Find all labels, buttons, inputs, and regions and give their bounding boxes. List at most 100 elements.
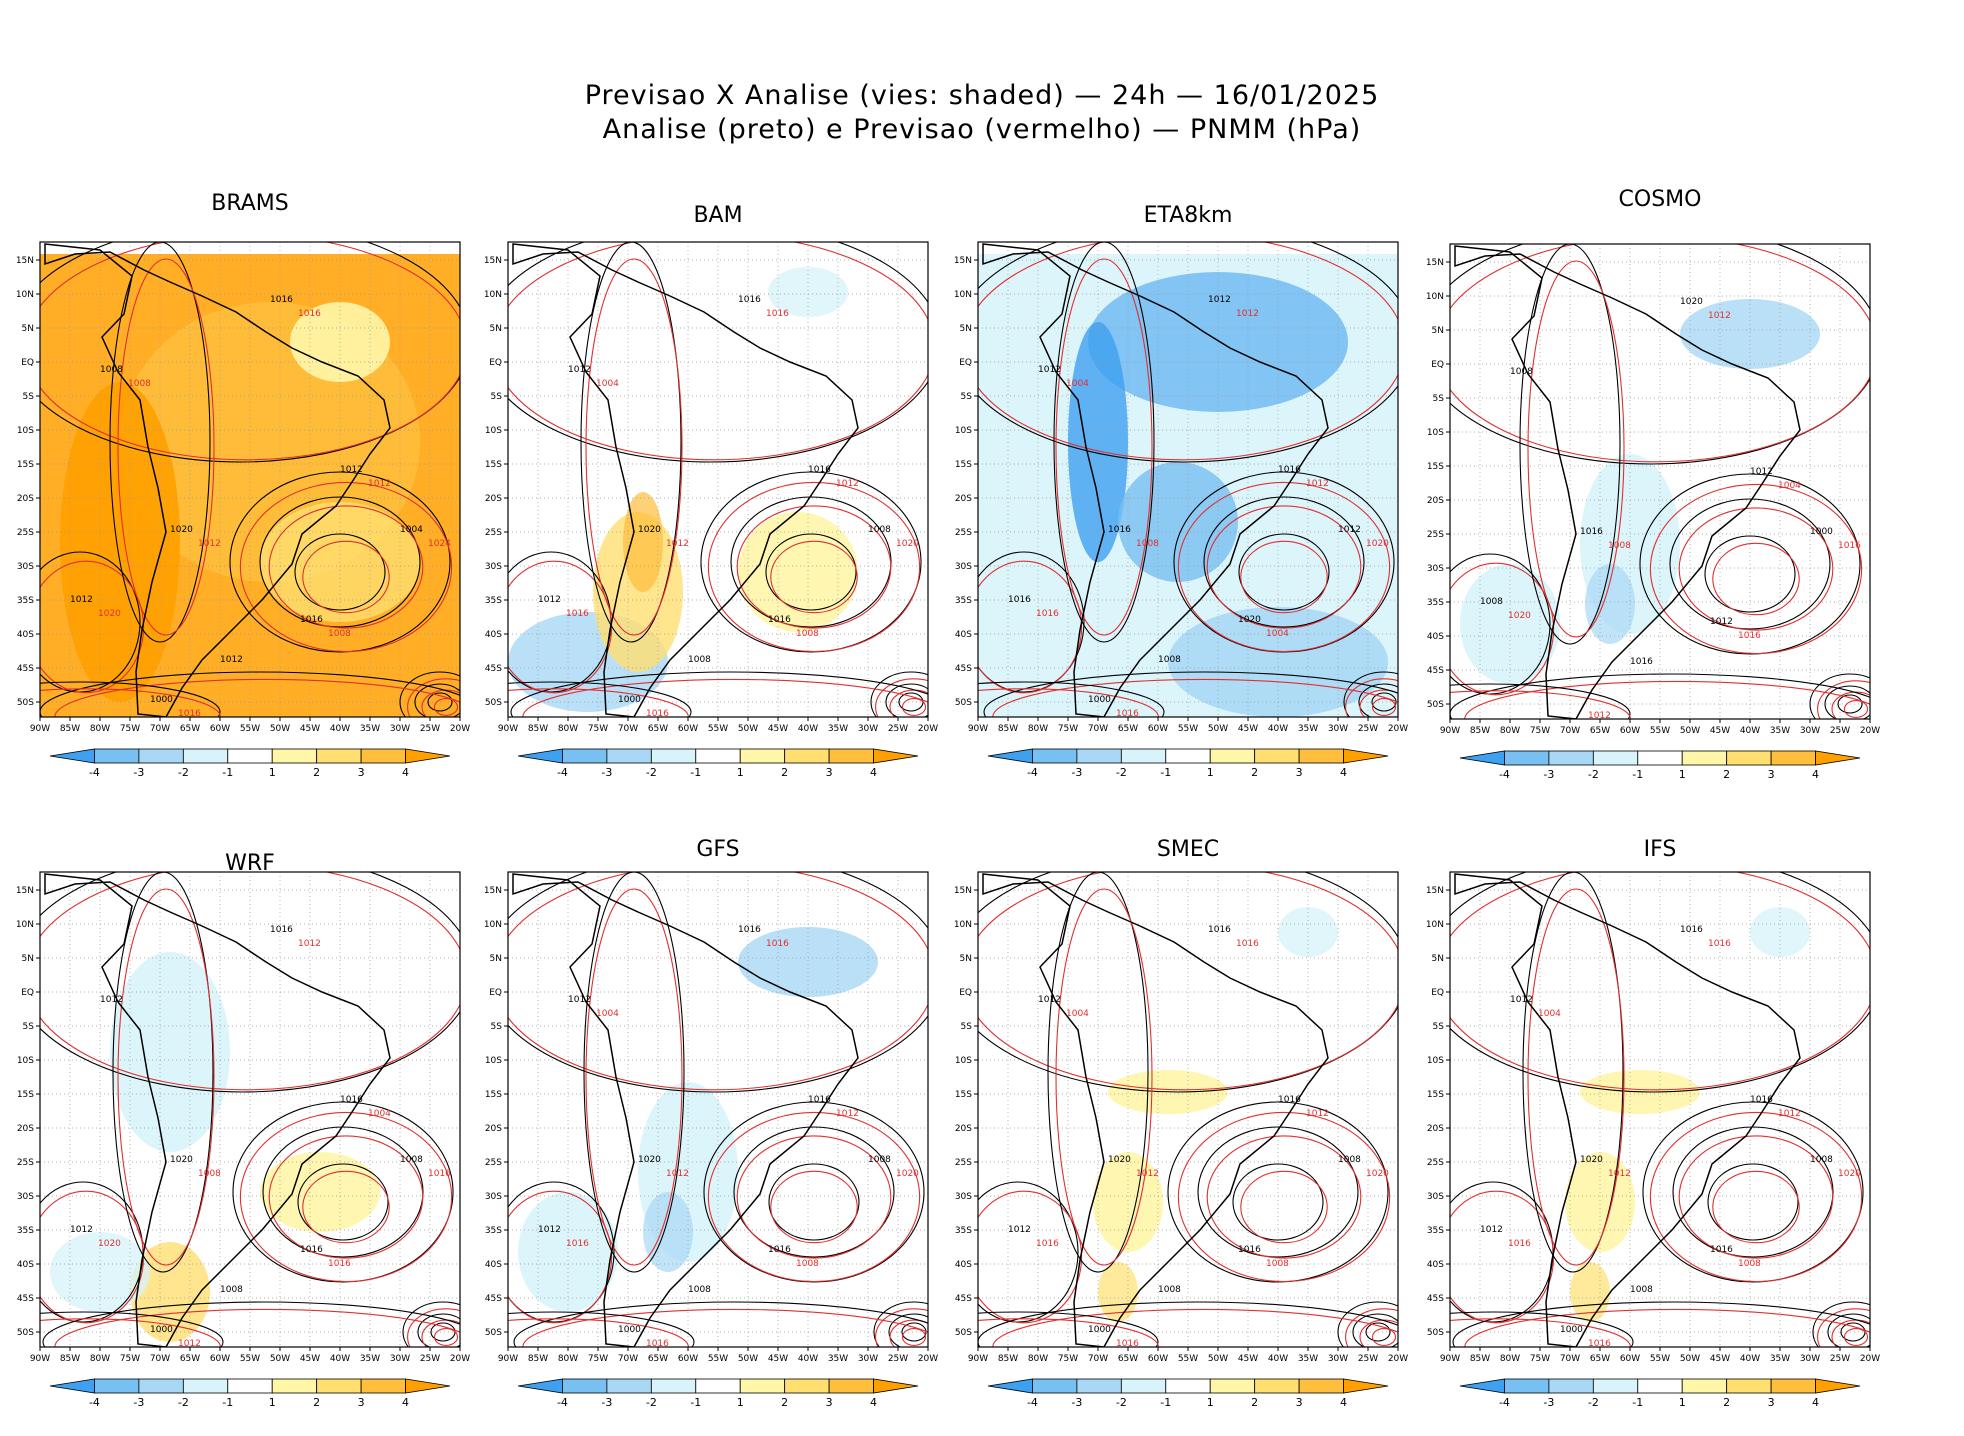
panel-plot-area: 1016 1012 1008 1016 1020 1016 1012 1008 1000 1016…	[508, 242, 928, 717]
forecast-isobar-label: 1020	[896, 539, 919, 549]
forecast-isobar	[889, 1319, 928, 1347]
forecast-isobar-label: 1012	[1306, 479, 1329, 489]
lon-tick-label: 30W	[858, 724, 878, 734]
lon-tick-label: 60W	[210, 1354, 230, 1364]
lat-tick-label: 5N	[22, 324, 34, 334]
analysis-isobar	[1450, 683, 1631, 719]
forecast-isobar	[433, 1327, 459, 1347]
colorbar-arrow-left	[1459, 1378, 1505, 1394]
lat-tick-label: 50S	[955, 1328, 972, 1338]
lon-tick-label: 75W	[120, 724, 140, 734]
lon-tick-label: 35W	[1770, 1354, 1790, 1364]
colorbar-label: 4	[1340, 1396, 1347, 1409]
analysis-isobar	[112, 872, 214, 1273]
analysis-isobar	[1358, 683, 1398, 717]
colorbar-label: -1	[222, 766, 233, 779]
forecast-isobar	[1678, 507, 1834, 631]
lon-tick-label: 50W	[738, 1354, 758, 1364]
lat-tick-label: 15S	[485, 460, 502, 470]
lon-tick-label: 25W	[1358, 1354, 1378, 1364]
lat-tick-label: 40S	[17, 1260, 34, 1270]
analysis-isobar	[1337, 1301, 1398, 1347]
analysis-isobar-label: 1000	[1560, 1325, 1583, 1335]
colorbar-label: -2	[1116, 766, 1127, 779]
colorbar: -4 -3 -2 -1 1 2 3 4	[987, 748, 1389, 779]
forecast-isobar	[1450, 244, 1870, 463]
colorbar-segment	[1120, 1378, 1167, 1394]
analysis-isobar-label: 1008	[1158, 655, 1181, 665]
colorbar-arrow-left	[987, 748, 1033, 764]
analysis-isobar	[1047, 872, 1149, 1273]
lon-tick-label: 20W	[1860, 1354, 1880, 1364]
forecast-isobar-label: 1012	[666, 1169, 689, 1179]
lon-tick-label: 60W	[1620, 726, 1640, 736]
lon-tick-label: 55W	[240, 724, 260, 734]
analysis-isobar	[1343, 671, 1398, 717]
colorbar-label: -3	[1071, 766, 1082, 779]
forecast-isobar-label: 1016	[1036, 1239, 1059, 1249]
colorbar-segment	[784, 748, 830, 764]
forecast-isobar-label: 1004	[1066, 1009, 1089, 1019]
lon-tick-label: 60W	[1620, 1354, 1640, 1364]
colorbar-segment	[1298, 748, 1344, 764]
lat-tick-label: 35S	[1427, 598, 1444, 608]
bias-blob	[260, 1152, 380, 1232]
colorbar-segment	[606, 1378, 652, 1394]
colorbar-arrow-left	[49, 748, 95, 764]
lat-tick-label: 10S	[17, 426, 34, 436]
colorbar-segment	[1254, 1378, 1300, 1394]
analysis-isobar	[870, 671, 928, 717]
colorbar-label: 2	[1251, 766, 1258, 779]
colorbar-label: -4	[89, 1396, 100, 1409]
lat-tick-label: 40S	[17, 630, 34, 640]
analysis-isobar-label: 1016	[808, 465, 831, 475]
forecast-isobar	[707, 1111, 921, 1283]
analysis-isobar-label: 1016	[1710, 1245, 1733, 1255]
analysis-isobar-label: 1000	[618, 1325, 641, 1335]
bias-blob	[110, 952, 230, 1152]
lat-tick-label: 35S	[485, 1226, 502, 1236]
lon-tick-label: 85W	[60, 1354, 80, 1364]
analysis-isobar	[259, 496, 421, 628]
lat-tick-label: 5N	[960, 954, 972, 964]
colorbar-label: -2	[1588, 1396, 1599, 1409]
analysis-isobar-label: 1012	[220, 655, 243, 665]
lon-tick-label: 40W	[798, 724, 818, 734]
colorbar-label: 3	[1296, 1396, 1303, 1409]
forecast-isobar-label: 1020	[1366, 539, 1389, 549]
forecast-isobar-label: 1012	[198, 539, 221, 549]
analysis-isobar-label: 1008	[1338, 1155, 1361, 1165]
lon-tick-label: 75W	[1058, 1354, 1078, 1364]
forecast-isobar	[1345, 678, 1398, 717]
lat-tick-label: 50S	[17, 698, 34, 708]
analysis-isobar	[1522, 872, 1624, 1273]
lon-tick-label: 25W	[420, 1354, 440, 1364]
forecast-isobar-label: 1004	[1778, 481, 1801, 491]
analysis-isobar-label: 1008	[400, 1155, 423, 1165]
analysis-isobar-label: 1000	[618, 695, 641, 705]
lat-tick-label: 25S	[1427, 530, 1444, 540]
lat-tick-label: EQ	[959, 358, 972, 368]
forecast-isobar	[1817, 680, 1870, 719]
forecast-isobar-label: 1016	[328, 1259, 351, 1269]
forecast-isobar	[1240, 540, 1328, 614]
lon-tick-label: 20W	[1388, 724, 1408, 734]
lon-tick-label: 50W	[1208, 1354, 1228, 1364]
lon-tick-label: 90W	[30, 724, 50, 734]
lat-tick-label: 30S	[1427, 1192, 1444, 1202]
colorbar-label: -1	[1160, 766, 1171, 779]
forecast-isobar	[978, 872, 1398, 1091]
forecast-isobar-label: 1016	[1508, 1239, 1531, 1249]
lat-tick-label: 10N	[1426, 920, 1444, 930]
analysis-isobar-label: 1016	[1750, 1095, 1773, 1105]
panel-plot-area: 1016 1012 1008 1016 1020 1016 1012 1008 1000 1016…	[978, 872, 1398, 1347]
lat-tick-label: 45S	[17, 664, 34, 674]
analysis-isobar	[1669, 498, 1831, 630]
forecast-isobar-label: 1008	[1266, 1259, 1289, 1269]
lat-tick-label: 20S	[485, 1124, 502, 1134]
lon-tick-label: 60W	[1148, 1354, 1168, 1364]
colorbar-segment	[1076, 748, 1122, 764]
colorbar-segment	[1637, 750, 1683, 766]
forecast-isobar-label: 1008	[1136, 539, 1159, 549]
